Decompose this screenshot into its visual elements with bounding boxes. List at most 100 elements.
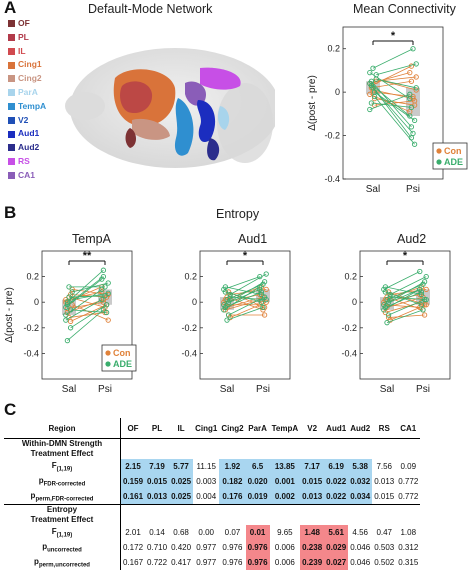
data-point-sal	[63, 312, 69, 318]
y-tick-label: -0.2	[341, 323, 357, 333]
region-rose	[132, 118, 170, 140]
data-point-sal	[387, 317, 393, 323]
olfactory-outline	[65, 92, 105, 120]
table-cell: 0.772	[398, 477, 419, 486]
aud2-title: Aud2	[397, 232, 427, 246]
x-tick-label: Psi	[416, 384, 430, 395]
significance-label: *	[243, 250, 248, 262]
legend-label-ade: ADE	[444, 157, 463, 167]
table-cell: 0.020	[245, 474, 270, 489]
table-cell: 6.5	[245, 459, 270, 474]
table-cell: 0.006	[274, 558, 295, 567]
empty-cell	[145, 504, 170, 525]
table-cell: 0.015	[145, 474, 170, 489]
region-swatch	[8, 103, 15, 111]
data-point-sal	[224, 304, 230, 310]
column-header: Aud1	[324, 418, 349, 439]
data-point-sal	[382, 289, 389, 295]
data-point-psi	[100, 267, 107, 273]
pair-line	[383, 271, 420, 290]
section-title: Entropy Treatment Effect	[4, 504, 121, 525]
pair-line	[223, 286, 261, 311]
table-cell: 0.503	[374, 543, 395, 552]
y-tick-label: 0	[352, 297, 357, 307]
region-legend-item: IL	[8, 46, 26, 56]
data-point-psi	[99, 276, 105, 282]
plot-frame	[41, 250, 133, 380]
y-axis-label: Δ(post - pre)	[307, 75, 318, 131]
table-cell: 0.167	[123, 558, 144, 567]
data-point-psi	[421, 302, 428, 308]
pair-line	[65, 278, 103, 308]
section-title: Within-DMN Strength Treatment Effect	[4, 438, 121, 459]
stat-subscript: perm,FDR-corrected	[35, 496, 94, 503]
data-point-sal	[387, 294, 393, 300]
data-point-psi	[407, 69, 413, 76]
data-point-psi	[261, 312, 268, 318]
data-point-psi	[99, 296, 105, 303]
table-cell: 7.17	[300, 459, 325, 474]
empty-cell	[246, 439, 270, 460]
pair-line	[390, 304, 427, 321]
data-point-psi	[421, 279, 428, 285]
row-label: pperm,FDR-corrected	[4, 489, 121, 505]
data-point-psi	[413, 61, 419, 67]
data-point-sal	[63, 317, 69, 323]
row-label: pperm,uncorrected	[4, 555, 121, 570]
column-header: ParA	[245, 418, 270, 439]
section-title-line1: Within-DMN Strength	[21, 439, 103, 448]
pair-line	[72, 292, 109, 301]
data-point-sal	[67, 307, 74, 313]
table-cell: 2.15	[120, 459, 146, 474]
column-header: TempA	[269, 418, 301, 439]
column-header: PL	[145, 418, 170, 439]
table-cell: 0.027	[324, 555, 349, 570]
region-label: OF	[18, 18, 30, 28]
data-point-sal	[227, 294, 233, 300]
empty-cell	[372, 504, 397, 525]
data-point-psi	[407, 91, 413, 97]
table-cell: 0.004	[196, 492, 217, 501]
table-cell: 0.976	[222, 543, 243, 552]
table-cell: 5.77	[169, 459, 194, 474]
data-point-sal	[367, 69, 373, 76]
legend-label-ade: ADE	[113, 359, 132, 369]
table-cell: 0.013	[300, 489, 325, 505]
data-point-psi	[258, 291, 265, 298]
region-label: Cing1	[18, 59, 42, 70]
data-point-psi	[105, 280, 111, 286]
table-row: puncorrected 0.172 0.710 0.420 0.977 0.976 0.9…	[4, 540, 420, 555]
column-header: V2	[300, 418, 325, 439]
panel-letter-c: C	[4, 400, 17, 419]
empty-cell	[324, 439, 348, 460]
region-legend-item: V2	[8, 115, 28, 125]
data-point-psi	[100, 307, 107, 313]
table-cell: 0.161	[120, 489, 146, 505]
legend-label-con: Con	[113, 348, 131, 358]
table-cell: 5.61	[324, 525, 349, 540]
x-tick-label: Sal	[380, 384, 394, 395]
column-header: Cing1	[193, 418, 220, 439]
data-point-sal	[370, 65, 376, 71]
table-cell: 0.015	[300, 474, 325, 489]
region-legend-item: TempA	[8, 101, 46, 111]
table-cell: 6.19	[324, 459, 349, 474]
data-point-sal	[67, 318, 74, 325]
table-cell: 0.015	[374, 492, 395, 501]
pair-line	[388, 299, 425, 316]
data-point-psi	[413, 85, 419, 91]
data-point-psi	[263, 296, 269, 303]
stat-subscript: FDR-corrected	[43, 481, 86, 488]
data-point-psi	[417, 286, 423, 293]
table-cell: 0.315	[398, 558, 419, 567]
row-label: F(1,19)	[4, 525, 121, 540]
data-point-psi	[407, 113, 413, 119]
pair-line	[371, 85, 412, 138]
table-cell: 0.029	[324, 540, 349, 555]
data-point-psi	[417, 268, 423, 275]
row-label: puncorrected	[4, 540, 121, 555]
region-lightblue	[217, 106, 230, 130]
pair-line	[376, 63, 417, 76]
data-point-psi	[411, 98, 418, 104]
